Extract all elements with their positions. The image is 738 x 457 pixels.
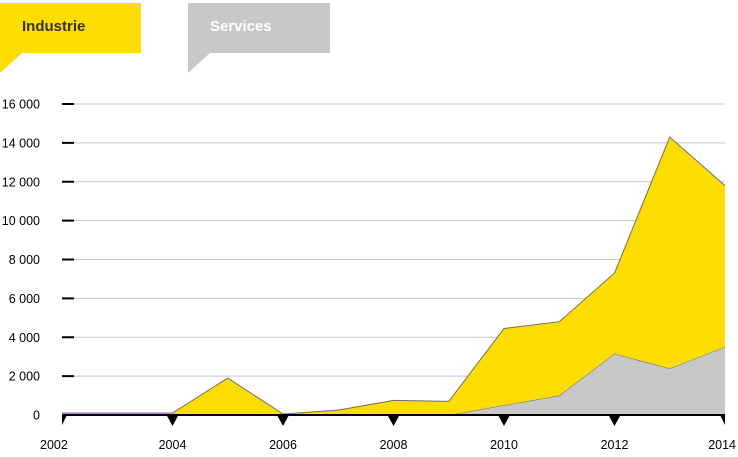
x-tick-marker (387, 415, 400, 426)
y-tick-label: 12 000 (2, 175, 40, 189)
x-tick-marker (720, 415, 725, 425)
x-tick-marker (166, 415, 179, 426)
x-tick-marker (608, 415, 621, 426)
x-tick-label: 2014 (708, 438, 736, 452)
legend-tab-industrie-label: Industrie (22, 18, 85, 35)
y-tick-label: 10 000 (2, 214, 40, 228)
y-tick-label: 0 (33, 409, 40, 423)
y-tick-label: 14 000 (2, 136, 40, 150)
y-tick-label: 4 000 (9, 331, 40, 345)
x-tick-label: 2010 (490, 438, 518, 452)
x-tick-labels: 2002 2004 2006 2008 2010 2012 2014 (40, 438, 736, 452)
x-tick-label: 2012 (601, 438, 629, 452)
gridlines (62, 103, 725, 377)
series-areas (62, 136, 726, 416)
legend: Industrie Services (0, 3, 330, 73)
legend-tab-services-label: Services (210, 18, 272, 35)
x-tick-label: 2006 (269, 438, 297, 452)
y-tick-label: 8 000 (9, 253, 40, 267)
x-tick-label: 2004 (159, 438, 187, 452)
y-tick-label: 16 000 (2, 98, 40, 112)
outline-industrie (62, 136, 726, 415)
x-tick-marker (498, 415, 510, 426)
x-tick-label: 2008 (380, 438, 408, 452)
axes (62, 103, 725, 426)
legend-tab-services-shape (188, 3, 330, 73)
x-tick-marker (277, 415, 289, 426)
x-tick-label: 2002 (40, 438, 68, 452)
y-tick-label: 6 000 (9, 292, 40, 306)
x-tick-marker (62, 415, 67, 425)
y-tick-labels: 0 2 000 4 000 6 000 8 000 10 000 12 000 14 000 1… (2, 98, 40, 423)
y-tick-label: 2 000 (9, 370, 40, 384)
area-industrie (62, 137, 725, 416)
legend-tab-services[interactable]: Services (188, 3, 330, 73)
legend-tab-industrie[interactable]: Industrie (0, 3, 141, 73)
legend-tab-industrie-shape (0, 3, 141, 73)
area-services (62, 346, 725, 415)
